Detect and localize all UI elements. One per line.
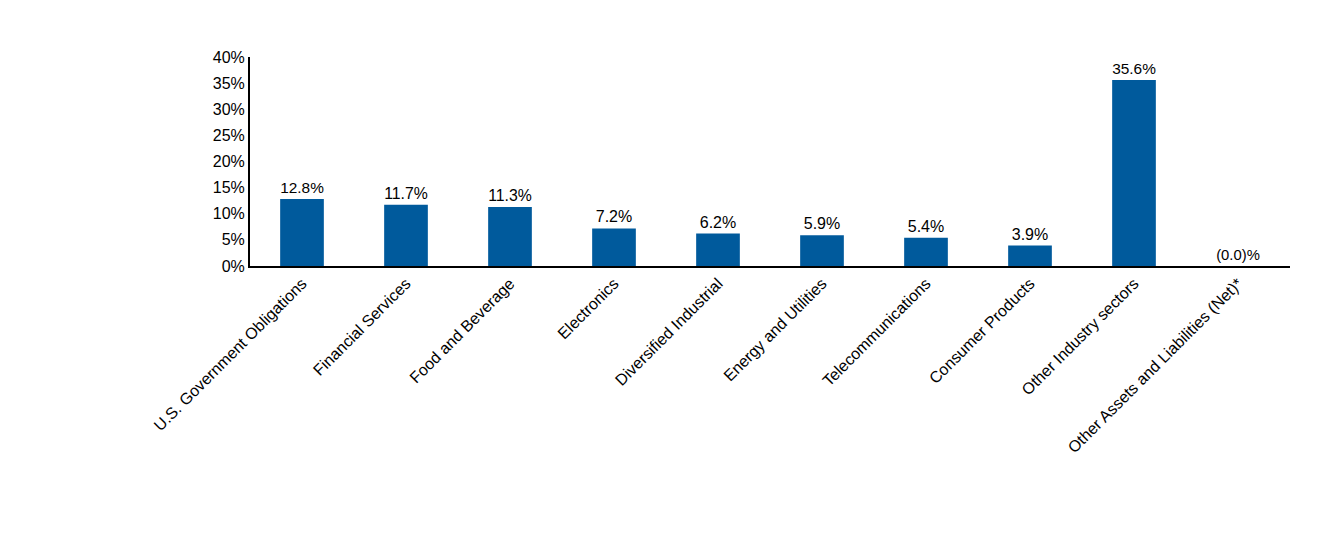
svg-text:20%: 20% xyxy=(213,153,245,170)
svg-text:35%: 35% xyxy=(213,75,245,92)
svg-text:Consumer Products: Consumer Products xyxy=(926,275,1038,387)
svg-text:Other Industry sectors: Other Industry sectors xyxy=(1018,275,1141,398)
svg-text:11.7%: 11.7% xyxy=(384,185,428,202)
svg-text:35.6%: 35.6% xyxy=(1112,60,1156,77)
svg-text:0%: 0% xyxy=(222,258,245,275)
svg-text:Food and Beverage: Food and Beverage xyxy=(406,275,517,386)
svg-text:3.9%: 3.9% xyxy=(1012,226,1048,243)
svg-text:11.3%: 11.3% xyxy=(488,187,532,204)
svg-text:U.S. Government Obligations: U.S. Government Obligations xyxy=(151,275,310,434)
svg-text:Financial Services: Financial Services xyxy=(310,275,414,379)
svg-text:6.2%: 6.2% xyxy=(700,214,736,231)
svg-text:(0.0)%: (0.0)% xyxy=(1216,247,1260,263)
svg-text:5.4%: 5.4% xyxy=(908,218,944,235)
svg-text:5.9%: 5.9% xyxy=(804,215,840,232)
svg-text:5%: 5% xyxy=(222,231,245,248)
svg-text:15%: 15% xyxy=(213,179,245,196)
svg-text:Energy and Utilities: Energy and Utilities xyxy=(720,275,829,384)
svg-text:Telecommunications: Telecommunications xyxy=(819,275,934,390)
svg-text:40%: 40% xyxy=(213,49,245,66)
svg-text:7.2%: 7.2% xyxy=(596,208,632,225)
svg-text:Other Assets and Liabilities (: Other Assets and Liabilities (Net)* xyxy=(1065,275,1246,456)
svg-text:Diversified Industrial: Diversified Industrial xyxy=(612,275,726,389)
svg-text:25%: 25% xyxy=(213,127,245,144)
svg-text:30%: 30% xyxy=(213,101,245,118)
svg-text:12.8%: 12.8% xyxy=(280,179,324,196)
svg-text:Electronics: Electronics xyxy=(554,275,621,342)
svg-text:10%: 10% xyxy=(213,205,245,222)
